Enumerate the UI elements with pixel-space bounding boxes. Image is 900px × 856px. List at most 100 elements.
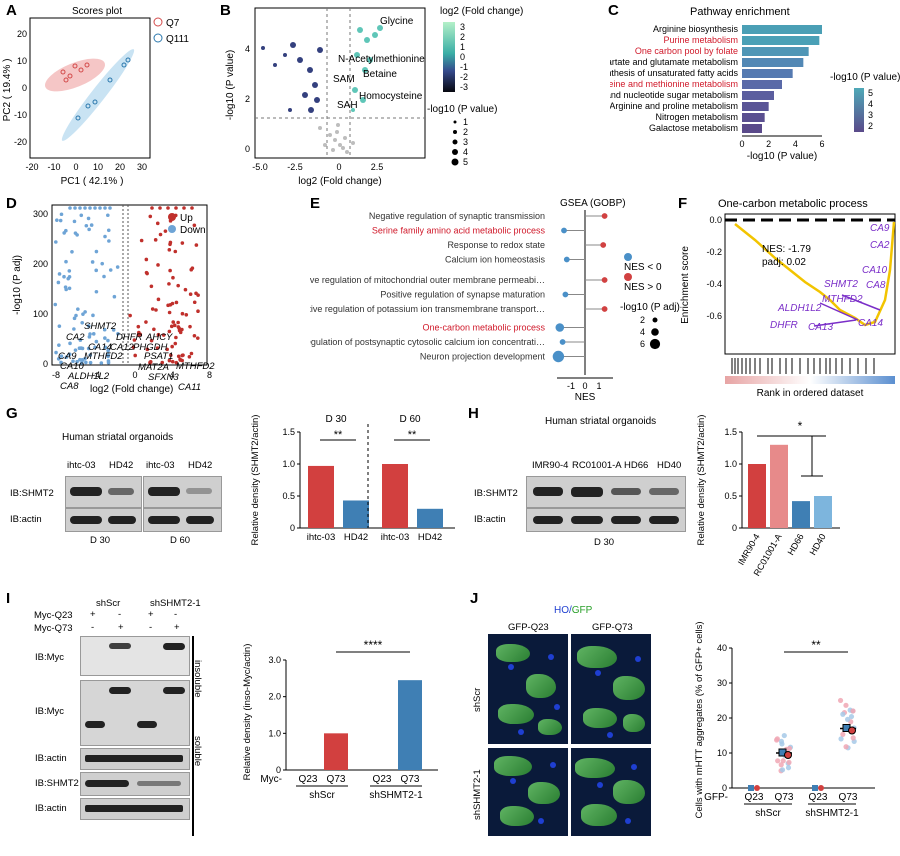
j-point [844, 716, 851, 723]
d-point [176, 320, 180, 325]
c-bar [742, 25, 822, 34]
d-point [195, 336, 200, 340]
e-term-label: Positive regulation of synapse maturatio… [380, 290, 545, 300]
g-sig: ** [334, 429, 343, 441]
c-category-label: Cysteine and methionine metabolism [610, 79, 738, 89]
c-xtick: 0 [739, 139, 744, 149]
b-ytick: 2 [245, 94, 250, 104]
d-point [98, 206, 102, 210]
e-term-label: Negative regulation of synaptic transmis… [369, 211, 545, 221]
d-point [136, 333, 141, 337]
h-ytick: 0.5 [724, 491, 737, 501]
d-gene: SHMT2 [84, 321, 117, 332]
d-gene: DHFR [116, 332, 143, 343]
g-ytick: 1.5 [282, 427, 295, 437]
j-image-shshmt2-q73 [571, 748, 651, 836]
h-bar [814, 496, 832, 528]
a-point [78, 67, 84, 73]
d-legend-down: Down [180, 225, 206, 236]
i-row-q23: Myc-Q23 [34, 610, 73, 621]
d-point [192, 333, 197, 338]
d-point [78, 357, 82, 362]
d-point [144, 320, 148, 324]
a-point [75, 115, 81, 121]
g-ylabel: Relative density (SHMT2/actin) [250, 415, 261, 546]
panel-letter-g: G [6, 405, 18, 422]
d-point [59, 212, 64, 217]
e-dot [601, 213, 608, 219]
f-ytick: -0.2 [706, 247, 722, 257]
d-point [184, 312, 189, 317]
d-ytick: 0 [43, 359, 48, 369]
j-xgroup: Q73 [775, 792, 794, 803]
d-gene: CA12 [110, 342, 134, 353]
d-point [174, 206, 178, 210]
d-point [180, 311, 185, 316]
j-image-shshmt2-q23 [488, 748, 568, 836]
d-point [107, 239, 111, 243]
i-ib: IB:actin [35, 803, 67, 814]
d-gene: MTHFD2L [176, 361, 215, 372]
g-lane: HD42 [188, 460, 213, 471]
panel-letter-e: E [310, 195, 321, 212]
d-point [189, 351, 194, 356]
d-gene: ALDH1L2 [67, 371, 110, 382]
g-bar-chart: 0 0.5 1.0 1.5 ihtc-03 HD42 ihtc-03 HD42 D 30 D 60… [250, 414, 455, 546]
j-col: GFP-Q23 [508, 622, 549, 633]
d-point [72, 316, 77, 321]
panel-letter-f: F [678, 195, 688, 212]
f-ytick: -0.4 [706, 279, 722, 289]
h-lane: HD40 [657, 460, 682, 471]
e-legend-pos-marker [624, 273, 632, 281]
b-xtick: 0 [336, 162, 341, 172]
f-rank-gradient [725, 376, 895, 384]
d-point [112, 294, 117, 299]
h-bar [748, 464, 766, 528]
f-gene: DHFR [770, 320, 798, 331]
b-cb-tick: -1 [460, 62, 468, 72]
a-ellipse-q7 [44, 58, 106, 92]
g-day-label: D 60 [399, 414, 421, 425]
g-sig: ** [408, 429, 417, 441]
c-bar [742, 124, 762, 133]
h-bar [770, 444, 788, 528]
g-bar [417, 508, 443, 528]
d-point [194, 243, 199, 247]
e-dot [600, 242, 607, 248]
e-term-label: Response to redox state [447, 240, 545, 250]
i-blot-myc-soluble [80, 680, 190, 746]
h-day: D 30 [594, 537, 615, 548]
d-point [103, 234, 107, 239]
a-xtick: 20 [115, 162, 125, 172]
c-category-label: Arginine and proline metabolism [610, 101, 738, 111]
j-sig: ** [811, 638, 821, 652]
i-bracket [192, 636, 194, 836]
d-point [196, 309, 200, 314]
j-point [785, 765, 792, 771]
d-gene: CA14 [88, 342, 112, 353]
d-point [58, 218, 63, 223]
h-lane: HD66 [624, 460, 649, 471]
j-ytick: 0 [722, 783, 727, 793]
i-pm: + [90, 609, 96, 620]
i-fraction-soluble: soluble [192, 736, 203, 767]
e-size-tick: 4 [640, 327, 645, 337]
e-dot [559, 339, 566, 345]
a-xtick: 0 [73, 162, 78, 172]
j-ytick: 10 [717, 748, 727, 758]
i-prefix: Myc- [260, 774, 282, 785]
d-point [57, 343, 61, 347]
d-point [176, 283, 180, 288]
d-point [89, 223, 94, 227]
d-xtick: -4 [92, 370, 101, 380]
b-cb-tick: 1 [460, 42, 465, 52]
e-term-label: Regulation of postsynaptic cytosolic cal… [310, 337, 545, 347]
i-ytick: 1.0 [268, 728, 281, 738]
a-legend-q111: Q111 [166, 34, 189, 45]
f-ytick: 0.0 [709, 215, 722, 225]
d-point [161, 333, 166, 337]
d-point [93, 345, 97, 350]
j-point [774, 736, 780, 742]
d-point [59, 360, 63, 365]
d-point [166, 206, 170, 210]
